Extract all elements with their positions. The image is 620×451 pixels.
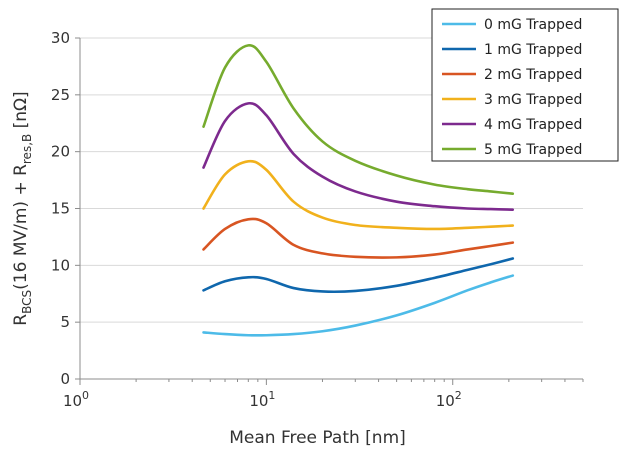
axis-labels: Mean Free Path [nm] RBCS(16 MV/m) + Rres,… <box>11 91 406 448</box>
legend-label-0: 0 mG Trapped <box>484 17 582 33</box>
legend-label-3: 3 mG Trapped <box>484 92 582 108</box>
series-line-2 <box>202 217 515 259</box>
y-axis-label: RBCS(16 MV/m) + Rres,B [nΩ] <box>11 91 34 325</box>
svg-text:RBCS(16 MV/m) + Rres,B [nΩ]: RBCS(16 MV/m) + Rres,B [nΩ] <box>11 91 34 325</box>
y-tick-label: 10 <box>51 256 70 274</box>
legend-label-5: 5 mG Trapped <box>484 142 582 158</box>
x-tick-label: 101 <box>249 389 275 410</box>
legend: 0 mG Trapped 1 mG Trapped 2 mG Trapped 3 mG… <box>431 8 619 162</box>
legend-box <box>431 8 619 162</box>
legend-label-1: 1 mG Trapped <box>484 42 582 58</box>
y-tick-label: 15 <box>51 200 70 218</box>
legend-label-4: 4 mG Trapped <box>484 117 582 133</box>
y-tick-label: 5 <box>60 313 70 331</box>
x-tick-label: 102 <box>436 389 462 410</box>
y-tick-label: 30 <box>51 29 70 47</box>
y-tick-label: 20 <box>51 143 70 161</box>
series-line-3 <box>202 159 515 231</box>
series-line-0 <box>202 274 515 337</box>
legend-label-2: 2 mG Trapped <box>484 67 582 83</box>
x-tick-label: 100 <box>63 389 89 410</box>
gridlines <box>80 37 583 323</box>
series-line-1 <box>202 257 515 294</box>
series-line-4 <box>202 101 515 211</box>
y-tick-label: 25 <box>51 86 70 104</box>
series-line-5 <box>202 44 515 196</box>
series-lines <box>202 44 515 337</box>
x-axis-label: Mean Free Path [nm] <box>229 428 406 448</box>
y-tick-label: 0 <box>60 370 70 388</box>
